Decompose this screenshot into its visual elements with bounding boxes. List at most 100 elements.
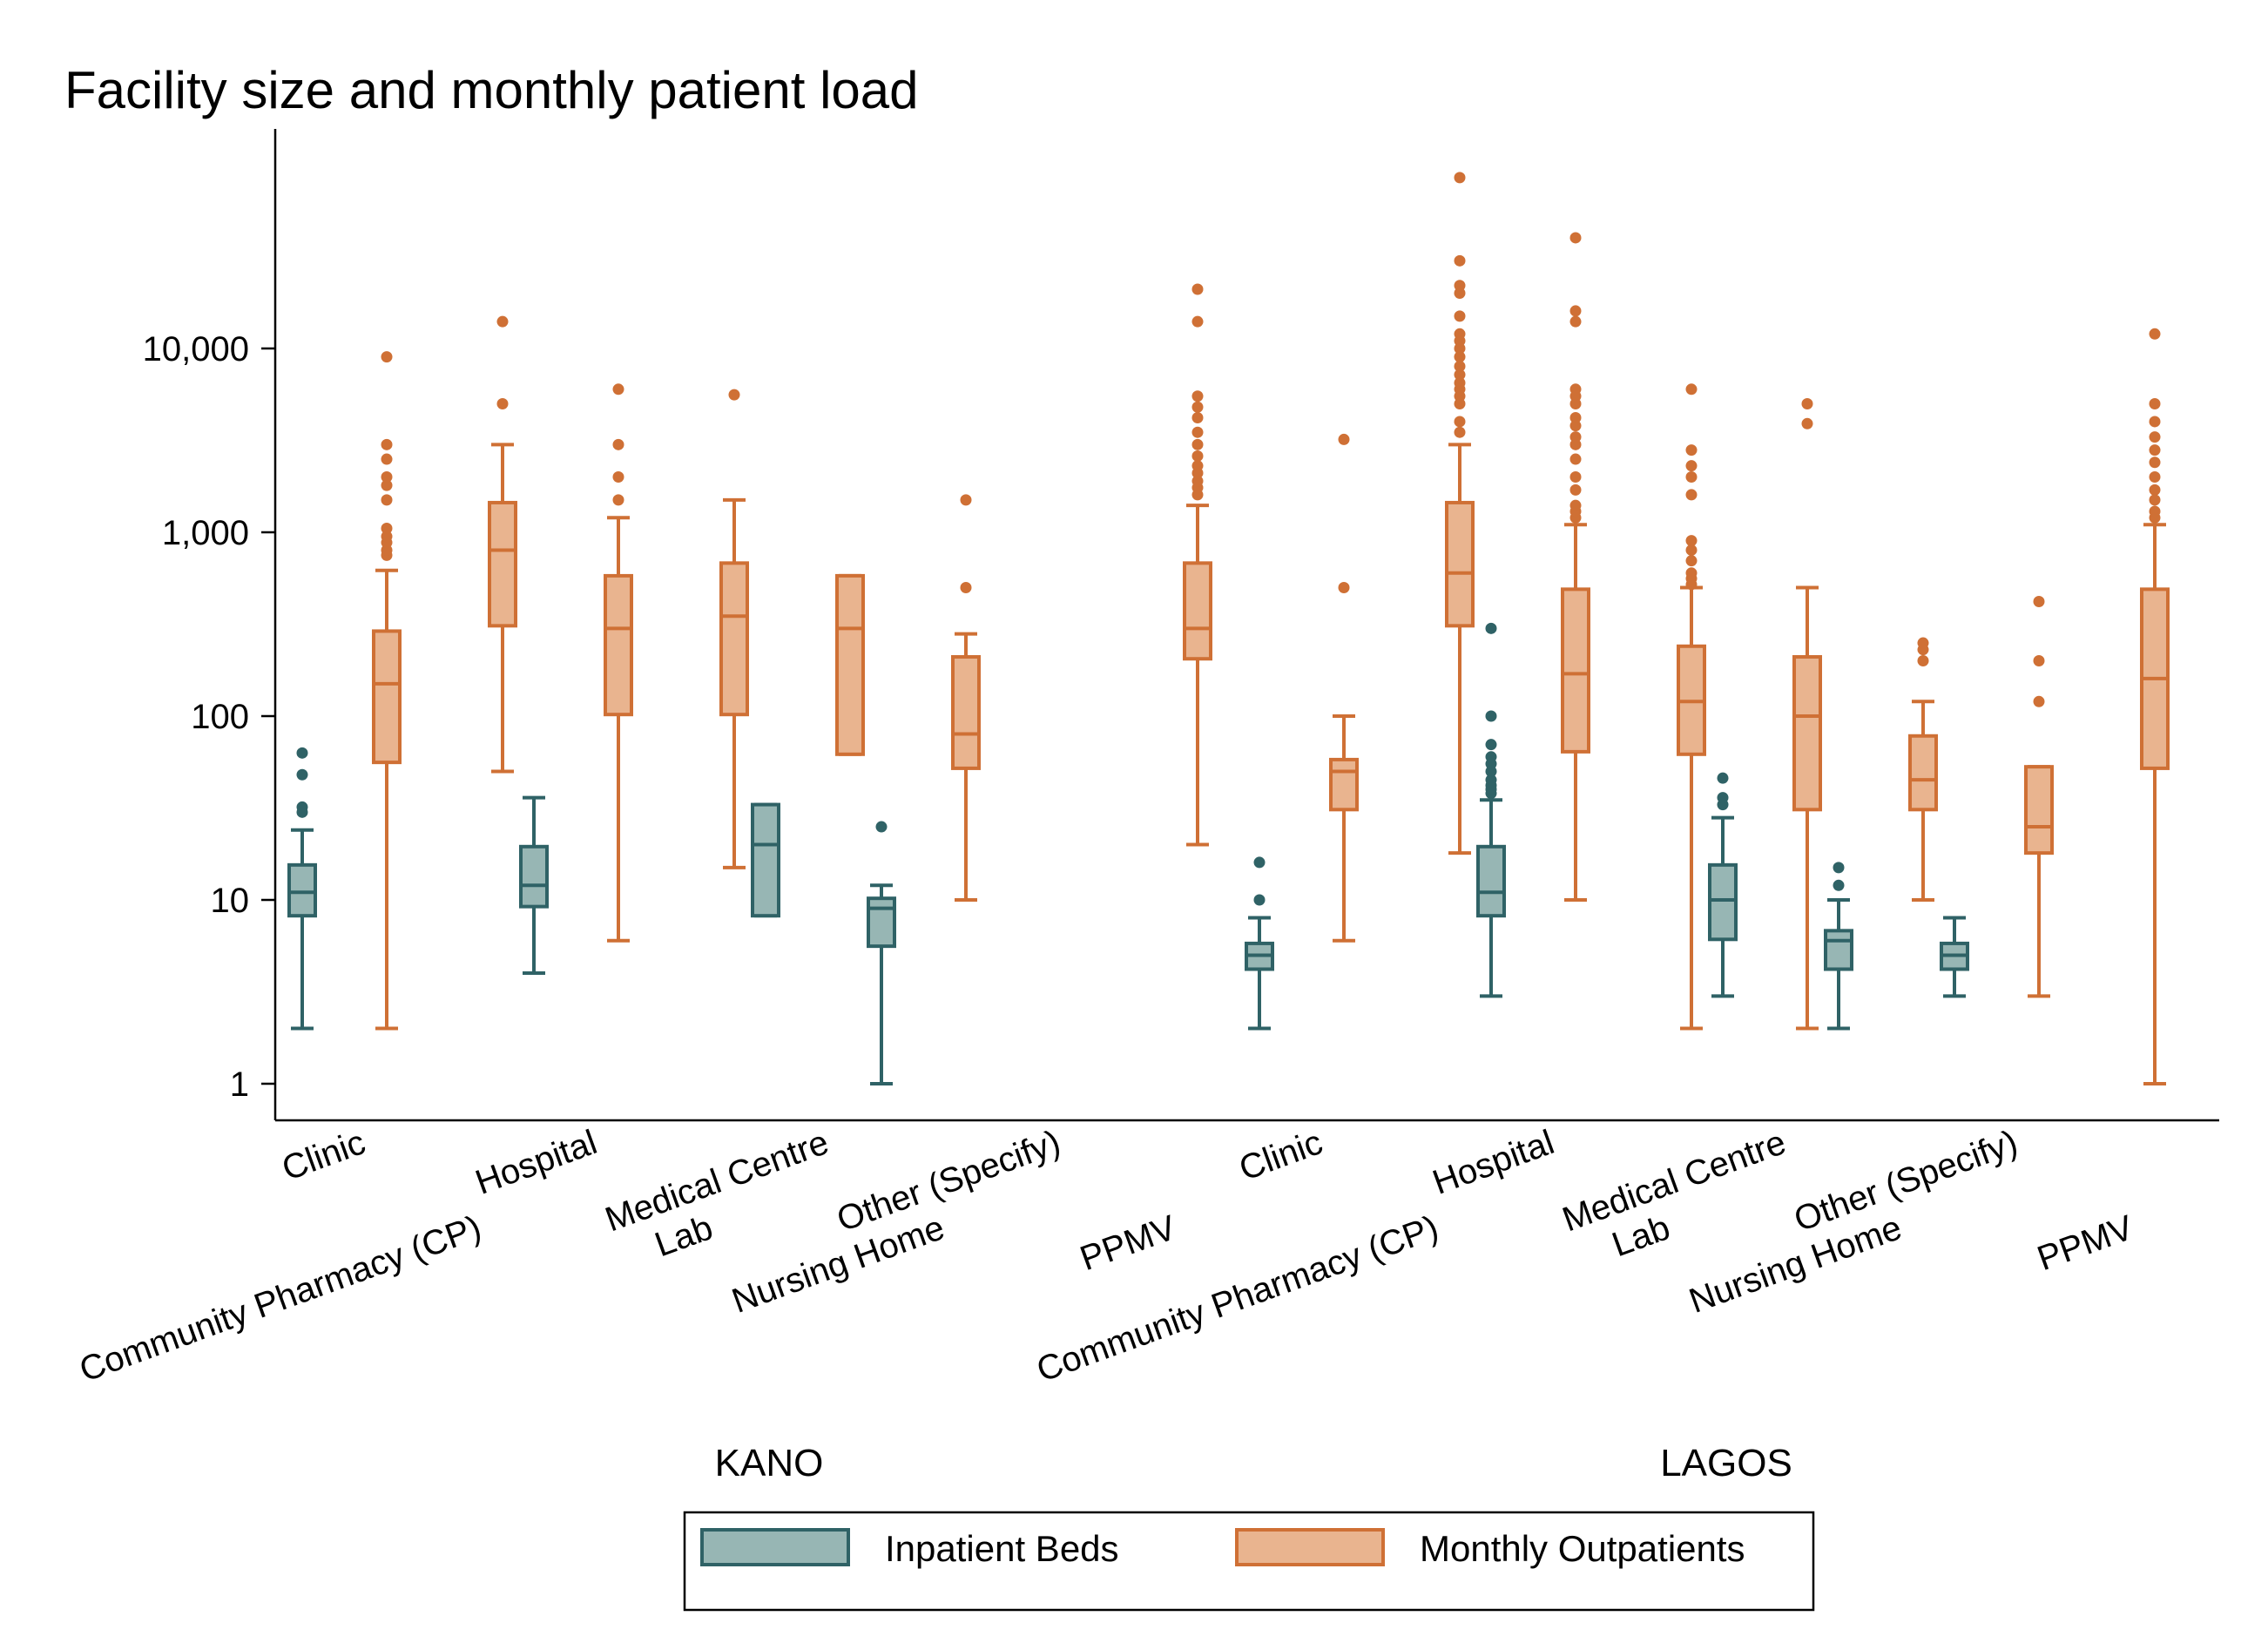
box-kano-medical-centre-monthly-outpatients-box bbox=[835, 573, 865, 756]
y-axis-ticks: 1 10 100 1,000 10,000 bbox=[143, 330, 275, 1104]
box-kano-clinic-inpatient-beds bbox=[287, 747, 317, 1031]
box-lagos-nursing-home-monthly-outpatients-box bbox=[1908, 734, 1938, 812]
box-lagos-hospital-inpatient-beds-outlier-9 bbox=[1485, 710, 1497, 722]
box-lagos-community-pharmacy-cp-monthly-outpatients-outlier-17 bbox=[1454, 172, 1466, 184]
plot-area: 1 10 100 1,000 10,000 Clinic Community Pharma… bbox=[75, 129, 2219, 1390]
box-lagos-other-specify-monthly-outpatients-outlier-3 bbox=[2033, 595, 2045, 607]
y-tick-label-10-000: 10,000 bbox=[143, 330, 249, 369]
category-label-kano-medical-centre: Medical Centre bbox=[600, 1123, 834, 1239]
box-lagos-lab-monthly-outpatients-outlier-5 bbox=[1685, 544, 1698, 556]
legend-label-inpatient-beds: Inpatient Beds bbox=[885, 1528, 1119, 1569]
box-lagos-medical-centre-inpatient-beds-outlier-2 bbox=[1717, 792, 1729, 804]
box-kano-community-pharmacy-cp-monthly-outpatients bbox=[488, 315, 517, 774]
chart-title: Facility size and monthly patient load bbox=[64, 61, 919, 119]
box-kano-ppmv-monthly-outpatients-outlier-9 bbox=[1191, 411, 1204, 423]
box-kano-clinic-inpatient-beds-outlier-4 bbox=[296, 747, 308, 759]
box-kano-nursing-home-inpatient-beds bbox=[867, 821, 896, 1085]
box-lagos-hospital-inpatient-beds-box bbox=[1476, 844, 1506, 918]
group-label-lagos: LAGOS bbox=[1660, 1442, 1792, 1484]
box-lagos-lab-monthly-outpatients-outlier-10 bbox=[1685, 444, 1698, 456]
box-lagos-nursing-home-inpatient-beds-box bbox=[1824, 929, 1853, 971]
box-lagos-ppmv-monthly-outpatients-outlier-11 bbox=[2149, 328, 2161, 340]
box-lagos-ppmv-monthly-outpatients-outlier-3 bbox=[2149, 494, 2161, 506]
box-lagos-medical-centre-monthly-outpatients-outlier-1 bbox=[1801, 417, 1813, 429]
box-lagos-community-pharmacy-cp-monthly-outpatients-outlier-8 bbox=[1454, 360, 1466, 372]
box-kano-nursing-home-inpatient-beds-box bbox=[867, 896, 896, 949]
y-tick-label-10: 10 bbox=[211, 882, 250, 920]
box-lagos-community-pharmacy-cp-monthly-outpatients bbox=[1445, 172, 1475, 855]
box-kano-lab-monthly-outpatients-outlier-1 bbox=[728, 389, 740, 401]
box-kano-hospital-monthly-outpatients-outlier-4 bbox=[612, 383, 624, 396]
box-lagos-ppmv-monthly-outpatients-outlier-2 bbox=[2149, 505, 2161, 517]
category-label-lagos-nursing-home: Nursing Home bbox=[1684, 1208, 1907, 1321]
box-kano-ppmv-monthly-outpatients-outlier-12 bbox=[1191, 315, 1204, 328]
box-kano-hospital-monthly-outpatients-box bbox=[604, 573, 633, 717]
category-label-lagos-medical-centre: Medical Centre bbox=[1557, 1123, 1791, 1239]
legend-swatch-inpatient-beds bbox=[700, 1528, 850, 1566]
category-label-kano-nursing-home: Nursing Home bbox=[727, 1208, 949, 1321]
box-kano-medical-centre-monthly-outpatients bbox=[835, 573, 865, 756]
box-kano-nursing-home-monthly-outpatients bbox=[951, 494, 981, 902]
box-kano-clinic-inpatient-beds-outlier-3 bbox=[296, 768, 308, 781]
box-lagos-hospital-monthly-outpatients-outlier-10 bbox=[1569, 411, 1582, 423]
box-lagos-community-pharmacy-cp-monthly-outpatients-outlier-9 bbox=[1454, 351, 1466, 363]
box-lagos-medical-centre-inpatient-beds-box bbox=[1708, 862, 1738, 942]
box-lagos-medical-centre-inpatient-beds bbox=[1708, 772, 1738, 998]
box-kano-hospital-monthly-outpatients-outlier-1 bbox=[612, 494, 624, 506]
box-lagos-hospital-monthly-outpatients-outlier-4 bbox=[1569, 484, 1582, 496]
box-lagos-hospital-monthly-outpatients-outlier-15 bbox=[1569, 305, 1582, 317]
box-lagos-clinic-monthly-outpatients-outlier-2 bbox=[1338, 433, 1350, 445]
box-lagos-community-pharmacy-cp-monthly-outpatients-outlier-13 bbox=[1454, 310, 1466, 322]
box-kano-nursing-home-monthly-outpatients-box bbox=[951, 655, 981, 770]
box-lagos-community-pharmacy-cp-monthly-outpatients-outlier-16 bbox=[1454, 254, 1466, 267]
box-lagos-other-specify-monthly-outpatients bbox=[2024, 595, 2054, 998]
box-kano-medical-centre-inpatient-beds bbox=[751, 802, 780, 918]
y-tick-label-1-000: 1,000 bbox=[162, 514, 249, 552]
box-lagos-ppmv-monthly-outpatients bbox=[2140, 328, 2170, 1085]
box-lagos-hospital-inpatient-beds bbox=[1476, 622, 1506, 998]
y-tick-label-1: 1 bbox=[230, 1065, 249, 1104]
category-label-kano-hospital: Hospital bbox=[470, 1123, 602, 1202]
box-kano-lab-monthly-outpatients bbox=[719, 389, 749, 869]
box-lagos-hospital-inpatient-beds-outlier-8 bbox=[1485, 739, 1497, 751]
box-lagos-lab-monthly-outpatients-outlier-3 bbox=[1685, 567, 1698, 579]
category-label-kano-ppmv: PPMV bbox=[1076, 1208, 1182, 1278]
box-kano-clinic-monthly-outpatients-outlier-7 bbox=[381, 479, 393, 491]
box-lagos-ppmv-monthly-outpatients-outlier-4 bbox=[2149, 484, 2161, 496]
box-kano-clinic-monthly-outpatients-outlier-5 bbox=[381, 523, 393, 535]
box-lagos-clinic-inpatient-beds bbox=[1245, 856, 1274, 1031]
box-lagos-lab-monthly-outpatients bbox=[1677, 383, 1706, 1031]
box-lagos-ppmv-monthly-outpatients-outlier-9 bbox=[2149, 416, 2161, 428]
box-lagos-medical-centre-monthly-outpatients bbox=[1792, 398, 1822, 1031]
box-lagos-clinic-monthly-outpatients bbox=[1329, 433, 1359, 943]
box-kano-community-pharmacy-cp-monthly-outpatients-outlier-2 bbox=[496, 315, 509, 328]
box-kano-clinic-monthly-outpatients-outlier-4 bbox=[381, 531, 393, 543]
box-lagos-community-pharmacy-cp-monthly-outpatients-outlier-7 bbox=[1454, 369, 1466, 381]
box-lagos-hospital-monthly-outpatients-outlier-13 bbox=[1569, 383, 1582, 396]
box-kano-clinic-monthly-outpatients-outlier-6 bbox=[381, 494, 393, 506]
box-lagos-community-pharmacy-cp-monthly-outpatients-outlier-15 bbox=[1454, 280, 1466, 292]
box-lagos-nursing-home-monthly-outpatients bbox=[1908, 637, 1938, 902]
box-lagos-lab-monthly-outpatients-outlier-11 bbox=[1685, 383, 1698, 396]
box-kano-ppmv-monthly-outpatients-outlier-10 bbox=[1191, 401, 1204, 413]
box-lagos-hospital-inpatient-beds-outlier-7 bbox=[1485, 751, 1497, 763]
box-kano-lab-monthly-outpatients-box bbox=[719, 561, 749, 717]
box-kano-clinic-monthly-outpatients bbox=[372, 351, 402, 1031]
box-kano-clinic-monthly-outpatients-outlier-10 bbox=[381, 438, 393, 450]
category-label-lagos-other-specify: Other (Specify) bbox=[1789, 1123, 2022, 1239]
category-label-kano-clinic: Clinic bbox=[277, 1123, 370, 1188]
box-lagos-community-pharmacy-cp-monthly-outpatients-outlier-1 bbox=[1454, 426, 1466, 438]
box-kano-ppmv-monthly-outpatients-outlier-13 bbox=[1191, 283, 1204, 295]
box-lagos-other-specify-monthly-outpatients-box bbox=[2024, 765, 2054, 855]
box-kano-clinic-monthly-outpatients-outlier-8 bbox=[381, 470, 393, 483]
box-lagos-other-specify-monthly-outpatients-outlier-2 bbox=[2033, 654, 2045, 666]
box-lagos-medical-centre-monthly-outpatients-outlier-2 bbox=[1801, 398, 1813, 410]
category-label-kano-community-pharmacy-cp: Community Pharmacy (CP) bbox=[75, 1208, 486, 1390]
box-lagos-clinic-inpatient-beds-outlier-1 bbox=[1253, 894, 1266, 906]
box-lagos-lab-monthly-outpatients-outlier-8 bbox=[1685, 470, 1698, 483]
box-kano-ppmv-monthly-outpatients-outlier-3 bbox=[1191, 475, 1204, 487]
box-lagos-lab-monthly-outpatients-outlier-4 bbox=[1685, 555, 1698, 567]
box-series bbox=[287, 172, 2170, 1085]
box-lagos-other-specify-monthly-outpatients-outlier-1 bbox=[2033, 695, 2045, 707]
